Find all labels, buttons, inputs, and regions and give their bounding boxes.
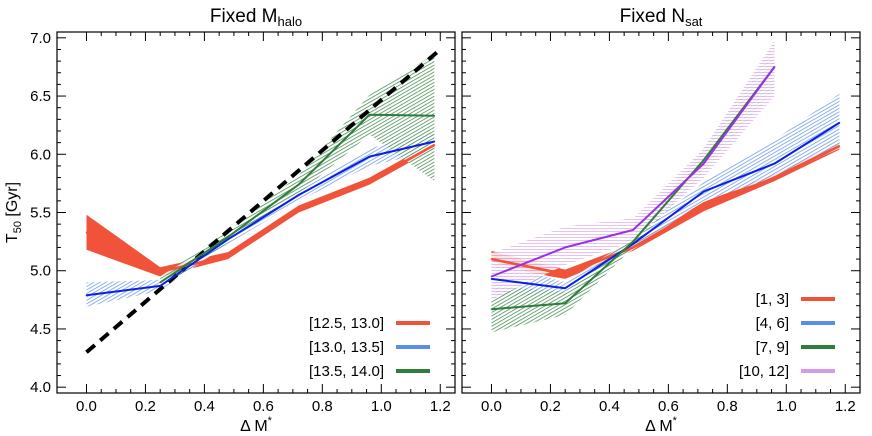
data-point <box>632 246 634 249</box>
title-sub: halo <box>278 14 303 29</box>
x-tick-label: 0.6 <box>658 398 679 415</box>
series-band <box>491 40 775 300</box>
data-point <box>838 145 841 147</box>
y-label-sub: 50 <box>12 221 24 233</box>
data-point <box>433 140 436 143</box>
data-point <box>227 254 229 257</box>
data-point <box>632 243 634 245</box>
x-tick-label: 0.4 <box>194 398 215 415</box>
reference-line-dashed <box>85 47 442 354</box>
data-point <box>368 180 371 182</box>
data-point <box>773 66 776 68</box>
y-tick-label: 4.5 <box>30 321 51 338</box>
data-point <box>433 144 436 146</box>
x-tick-label: 1.2 <box>430 398 451 415</box>
panel-2-title: Fixed Nsat <box>620 6 703 29</box>
panel-1: Fixed Mhalo 0.0 0.2 0.4 0.6 0.8 1.0 1.2 4.0 4.5 5.… <box>4 6 456 435</box>
series-band <box>491 43 775 333</box>
x-tick-label: 0.0 <box>481 398 502 415</box>
y-label-main: T <box>4 233 21 243</box>
series-line <box>85 143 436 274</box>
data-point <box>159 281 161 284</box>
data-point <box>564 287 566 290</box>
y-axis-label: T50 [Gyr] <box>4 182 24 243</box>
series-line <box>491 121 840 290</box>
data-point <box>702 159 705 161</box>
x-tick-label: 0.6 <box>253 398 274 415</box>
x-tick-label: 0.2 <box>540 398 561 415</box>
y-label-unit: [Gyr] <box>4 182 21 221</box>
y-tick-label: 5.0 <box>30 263 51 280</box>
legend-label: [7, 9] <box>756 339 789 356</box>
x-tick-label: 1.2 <box>835 398 856 415</box>
x-axis-label: Δ M* <box>240 415 273 435</box>
panel-1-title: Fixed Mhalo <box>210 6 302 29</box>
data-point <box>564 273 566 276</box>
x-axis-label: Δ M* <box>645 415 678 435</box>
legend-label: [13.5, 14.0] <box>309 363 384 380</box>
legend-label: [13.0, 13.5] <box>309 339 384 356</box>
x-label-sup: * <box>673 415 678 427</box>
x-label-sup: * <box>268 415 273 427</box>
plot-area <box>85 47 442 354</box>
data-point <box>85 294 88 297</box>
data-point <box>227 236 229 238</box>
series-line <box>491 144 840 276</box>
legend-label: [1, 3] <box>756 291 789 308</box>
title-main: Fixed N <box>620 6 685 27</box>
x-tick-label: 1.0 <box>776 398 797 415</box>
series-line <box>86 140 435 297</box>
data-point <box>632 240 634 243</box>
data-point <box>297 194 300 196</box>
data-point <box>490 258 493 260</box>
data-point <box>838 122 841 124</box>
data-point <box>490 278 493 280</box>
data-point <box>297 208 300 210</box>
data-point <box>773 162 776 165</box>
data-point <box>490 308 493 311</box>
y-tick-label: 6.0 <box>30 146 51 163</box>
y-tick-label: 5.5 <box>30 205 51 222</box>
data-point <box>702 162 705 165</box>
plot-area <box>490 40 841 333</box>
data-point <box>368 155 371 158</box>
title-sub: sat <box>685 14 703 29</box>
data-point <box>159 271 161 273</box>
data-point <box>368 113 371 116</box>
data-point <box>564 302 566 305</box>
x-tick-label: 0.8 <box>717 398 738 415</box>
x-tick-label: 0.4 <box>599 398 620 415</box>
data-point <box>773 176 776 179</box>
x-label-main: Δ M <box>240 418 268 435</box>
data-point <box>159 285 161 287</box>
data-point <box>227 238 229 241</box>
x-tick-label: 0.0 <box>76 398 97 415</box>
data-point <box>297 183 300 186</box>
x-label-main: Δ M <box>645 418 673 435</box>
legend-label: [10, 12] <box>739 363 789 380</box>
data-point <box>85 231 88 234</box>
y-tick-label: 7.0 <box>30 30 51 47</box>
legend-label: [4, 6] <box>756 315 789 332</box>
data-point <box>632 229 634 231</box>
data-point <box>702 205 705 208</box>
data-point <box>702 190 705 193</box>
y-tick-label: 4.0 <box>30 379 51 396</box>
panel-2: Fixed Nsat 0.0 0.2 0.4 0.6 0.8 1.0 1.2 Δ M* [1, 3… <box>461 6 861 435</box>
x-tick-label: 0.2 <box>135 398 156 415</box>
x-tick-label: 1.0 <box>371 398 392 415</box>
x-tick-label: 0.8 <box>312 398 333 415</box>
title-main: Fixed M <box>210 6 278 27</box>
data-point <box>564 246 566 249</box>
legend-label: [12.5, 13.0] <box>309 315 384 332</box>
data-point <box>433 115 436 117</box>
y-tick-label: 6.5 <box>30 88 51 105</box>
data-point <box>490 275 493 278</box>
